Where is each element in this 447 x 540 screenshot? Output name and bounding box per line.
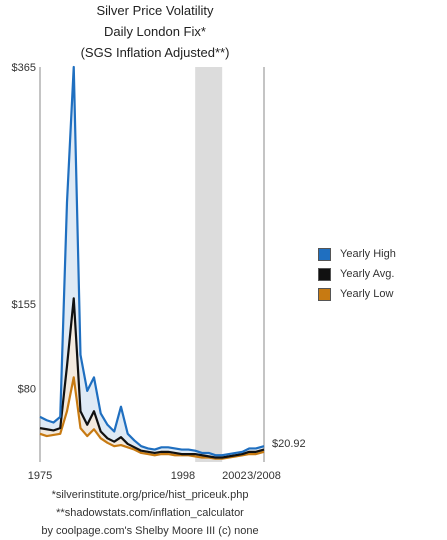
x-tick-label-1: 1998 bbox=[171, 470, 195, 482]
shaded-period bbox=[195, 67, 223, 462]
x-tick-label-0: 1975 bbox=[28, 470, 52, 482]
legend-label-yearly-avg: Yearly Avg. bbox=[340, 268, 395, 280]
high-avg-band bbox=[40, 67, 264, 458]
chart-title-line-3: (SGS Inflation Adjusted**) bbox=[80, 45, 230, 60]
footer-source-1: *silverinstitute.org/price/hist_priceuk.… bbox=[51, 489, 249, 501]
legend-item-yearly-avg: Yearly Avg. bbox=[318, 264, 396, 284]
legend-item-yearly-high: Yearly High bbox=[318, 244, 396, 264]
end-value-label: $20.92 bbox=[272, 438, 306, 450]
y-tick-label-0: $365 bbox=[12, 62, 36, 74]
y-tick-label-1: $155 bbox=[12, 299, 36, 311]
footer-source-2: **shadowstats.com/inflation_calculator bbox=[56, 507, 244, 519]
series-line-yearly-avg bbox=[39, 297, 265, 459]
chart-title-line-2: Daily London Fix* bbox=[104, 24, 206, 39]
legend-swatch-yearly-low bbox=[318, 287, 331, 301]
x-tick-label-2: 2002 bbox=[222, 470, 246, 482]
legend-item-yearly-low: Yearly Low bbox=[318, 284, 396, 304]
legend-swatch-yearly-high bbox=[318, 247, 331, 261]
legend-label-yearly-high: Yearly High bbox=[340, 248, 396, 260]
series-line-yearly-low bbox=[39, 376, 265, 460]
chart-title-line-1: Silver Price Volatility bbox=[96, 3, 214, 18]
series-line-yearly-high bbox=[39, 65, 265, 457]
legend-swatch-yearly-avg bbox=[318, 267, 331, 281]
legend: Yearly High Yearly Avg. Yearly Low bbox=[318, 244, 396, 304]
y-tick-label-2: $80 bbox=[18, 384, 36, 396]
footer-credit: by coolpage.com's Shelby Moore III (c) n… bbox=[41, 525, 259, 537]
x-tick-label-3: 3/2008 bbox=[247, 470, 281, 482]
legend-label-yearly-low: Yearly Low bbox=[340, 288, 394, 300]
